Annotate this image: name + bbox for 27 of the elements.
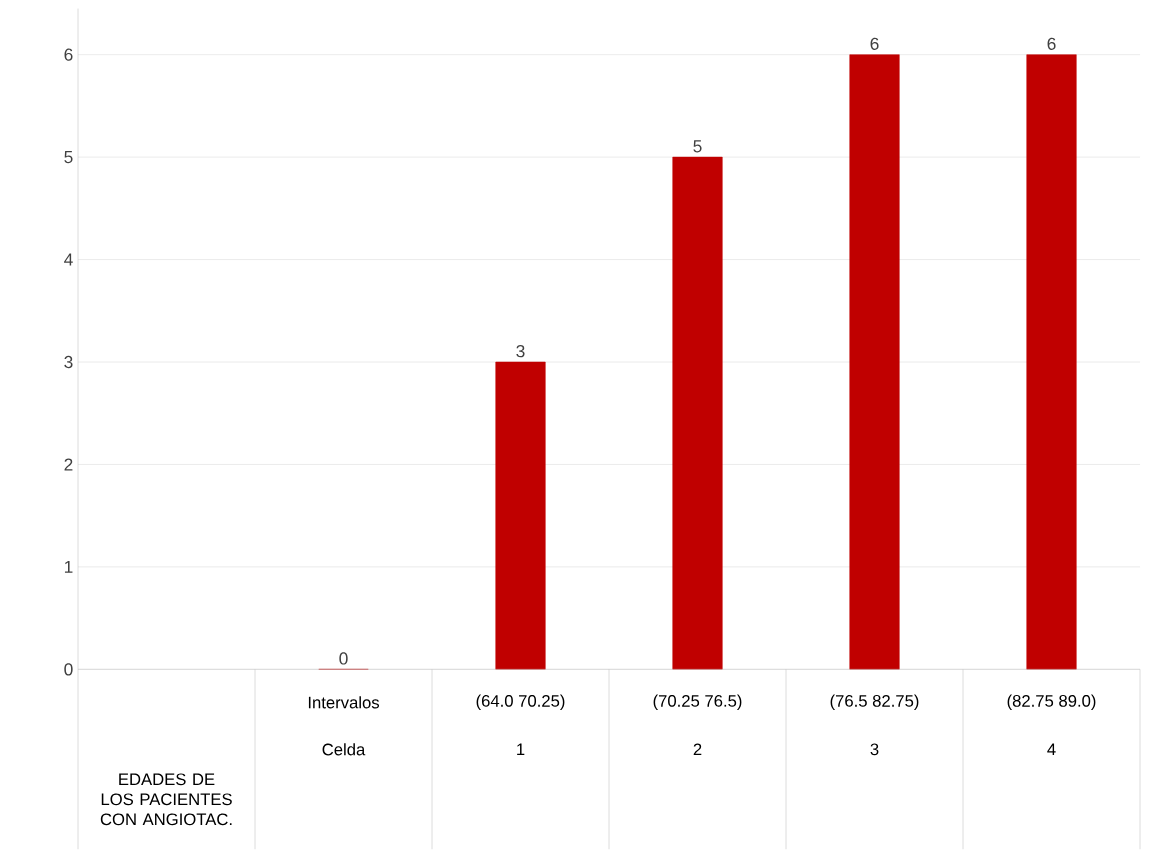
text: 3 bbox=[870, 743, 879, 756]
y-tick-label: 2 bbox=[64, 458, 73, 471]
x-tick-label: Intervalos bbox=[308, 696, 380, 709]
y-tick-label: 3 bbox=[64, 355, 73, 369]
bar bbox=[1026, 54, 1077, 670]
x-tick-label: (82.75 89.0) bbox=[1007, 694, 1096, 711]
y-tick-label: 5 bbox=[64, 151, 73, 164]
text: 1 bbox=[517, 743, 525, 756]
text: 4 bbox=[1047, 743, 1056, 756]
bar bbox=[495, 361, 546, 670]
bar bbox=[849, 54, 900, 670]
x-tick-label: (70.25 76.5) bbox=[653, 694, 742, 711]
x-tick-label: (64.0 70.25) bbox=[476, 694, 565, 711]
data-label: 3 bbox=[516, 345, 525, 358]
data-label: 6 bbox=[870, 37, 879, 50]
y-tick-label: 6 bbox=[64, 48, 73, 61]
data-label: 5 bbox=[693, 140, 702, 153]
data-label: 6 bbox=[1047, 37, 1056, 50]
y-tick-label: 0 bbox=[64, 663, 73, 676]
y-tick-label: 4 bbox=[64, 253, 73, 266]
data-label: 0 bbox=[339, 652, 348, 665]
text: Celda bbox=[322, 743, 366, 756]
x-axis-title: EDADES DE LOS PACIENTES CON ANGIOTAC. bbox=[100, 773, 232, 826]
text: 2 bbox=[693, 743, 702, 756]
y-tick-label: 1 bbox=[64, 560, 73, 573]
x-tick-label: (76.5 82.75) bbox=[830, 694, 919, 711]
bar bbox=[672, 156, 723, 670]
